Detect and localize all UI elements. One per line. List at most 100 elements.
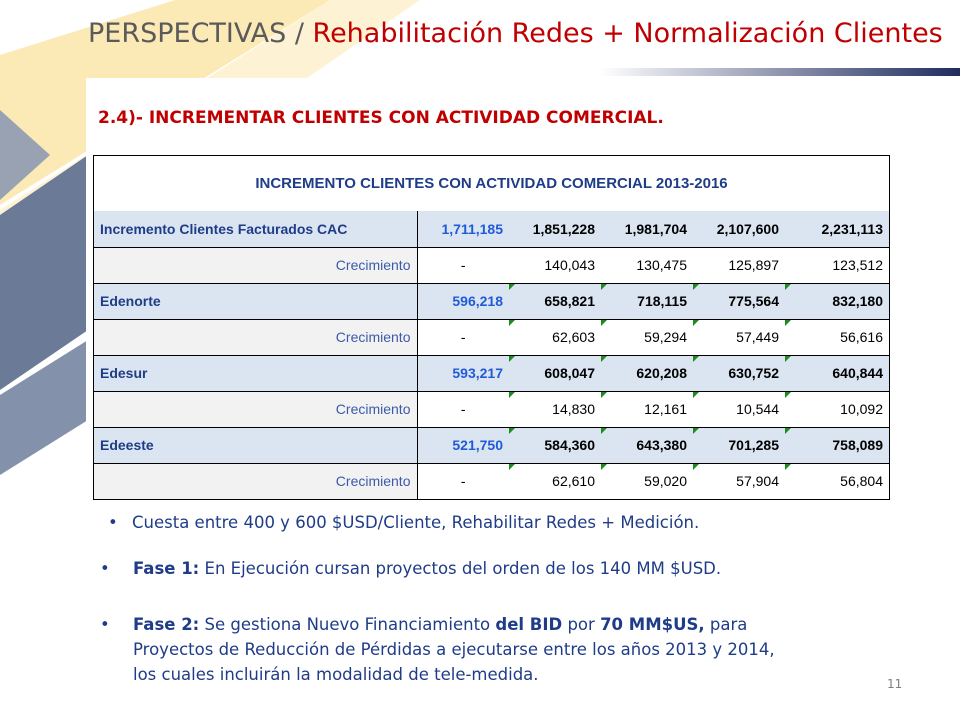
phase2-text-a: Se gestiona Nuevo Financiamiento [199, 615, 496, 634]
table-cell: 12,161 [601, 391, 693, 428]
table-cell: 123,512 [785, 247, 889, 284]
table-cell: 608,047 [509, 355, 601, 392]
table-cell: - [417, 319, 509, 356]
table-cell: 832,180 [785, 283, 889, 320]
table-cell: 521,750 [417, 427, 509, 464]
phase2-text-c: para [704, 615, 748, 634]
cell-marker-icon [785, 355, 791, 362]
table-cell: 10,092 [785, 391, 889, 428]
table-cell: 1,981,704 [601, 211, 693, 248]
table-title: INCREMENTO CLIENTES CON ACTIVIDAD COMERC… [255, 175, 728, 192]
table-cell: 56,616 [785, 319, 889, 356]
table-row: Edesur 593,217 608,047 620,208 630,752 640,84… [94, 355, 889, 392]
table-row: Crecimiento -62,610 59,020 57,904 56,804 [94, 463, 889, 500]
growth-label: Crecimiento [94, 247, 418, 284]
cell-marker-icon [509, 427, 515, 434]
cell-marker-icon [601, 283, 607, 290]
table-cell: 596,218 [417, 283, 509, 320]
cell-marker-icon [509, 319, 515, 326]
table-row: Crecimiento -14,830 12,161 10,544 10,092 [94, 391, 889, 428]
growth-label: Crecimiento [94, 463, 418, 500]
cell-marker-icon [785, 391, 791, 398]
cell-marker-icon [601, 391, 607, 398]
table-cell: 701,285 [693, 427, 785, 464]
cell-marker-icon [509, 355, 515, 362]
table-cell: - [417, 247, 509, 284]
title-prefix: PERSPECTIVAS [88, 18, 287, 49]
table-row: Crecimiento -62,603 59,294 57,449 56,616 [94, 319, 889, 356]
phase1-label: Fase 1: [133, 559, 200, 578]
clients-table-frame: INCREMENTO CLIENTES CON ACTIVIDAD COMERC… [93, 155, 890, 500]
cell-marker-icon [693, 319, 699, 326]
table-cell: 775,564 [693, 283, 785, 320]
table-cell: 62,603 [509, 319, 601, 356]
cell-marker-icon [693, 463, 699, 470]
cell-marker-icon [509, 463, 515, 470]
cell-marker-icon [509, 283, 515, 290]
table-title-row: INCREMENTO CLIENTES CON ACTIVIDAD COMERC… [94, 156, 889, 211]
table-cell: - [417, 391, 509, 428]
table-cell: 62,610 [509, 463, 601, 500]
table-cell: 658,821 [509, 283, 601, 320]
table-cell: - [417, 463, 509, 500]
cell-marker-icon [785, 319, 791, 326]
cell-marker-icon [693, 355, 699, 362]
table-cell: 640,844 [785, 355, 889, 392]
table-cell: 130,475 [601, 247, 693, 284]
table-cell: 2,231,113 [785, 211, 889, 248]
phase1-text: En Ejecución cursan proyectos del orden … [199, 559, 722, 578]
row-label: Edenorte [94, 283, 418, 320]
cell-marker-icon [693, 427, 699, 434]
bullet-cost-text: Cuesta entre 400 y 600 $USD/Cliente, Reh… [132, 513, 700, 532]
cell-marker-icon [601, 463, 607, 470]
cell-marker-icon [785, 463, 791, 470]
table-cell: 2,107,600 [693, 211, 785, 248]
cell-marker-icon [693, 283, 699, 290]
cell-marker-icon [601, 355, 607, 362]
table-cell: 643,380 [601, 427, 693, 464]
table-cell: 630,752 [693, 355, 785, 392]
phase2-amount: 70 MM$US, [600, 615, 705, 634]
table-cell: 14,830 [509, 391, 601, 428]
cell-marker-icon [601, 427, 607, 434]
table-cell: 758,089 [785, 427, 889, 464]
phase2-line3: los cuales incluirán la modalidad de tel… [133, 665, 539, 684]
row-label: Edeeste [94, 427, 418, 464]
row-label: Incremento Clientes Facturados CAC [94, 211, 418, 248]
table-cell: 59,020 [601, 463, 693, 500]
title-main: Rehabilitación Redes + Normalización Cli… [312, 18, 943, 49]
table-cell: 59,294 [601, 319, 693, 356]
title-accent-line [600, 68, 960, 76]
phase2-text-b: por [562, 615, 601, 634]
bullet-dot-icon: • [100, 615, 110, 634]
bullet-dot-icon: • [108, 513, 118, 532]
page-number: 11 [887, 677, 903, 691]
table-row: Edenorte 596,218 658,821 718,115 775,564 832,… [94, 283, 889, 320]
cell-marker-icon [785, 427, 791, 434]
cell-marker-icon [509, 391, 515, 398]
cell-marker-icon [693, 391, 699, 398]
deco-gray-triangle [0, 110, 50, 200]
table-cell: 718,115 [601, 283, 693, 320]
bullet-dot-icon: • [100, 559, 110, 578]
growth-label: Crecimiento [94, 319, 418, 356]
phase2-label: Fase 2: [133, 615, 200, 634]
table-row: Incremento Clientes Facturados CAC 1,711,… [94, 211, 889, 248]
deco-steel-shape [0, 155, 88, 390]
cell-marker-icon [601, 319, 607, 326]
phase2-bid: del BID [495, 615, 563, 634]
table-cell: 10,544 [693, 391, 785, 428]
page-title: PERSPECTIVAS / Rehabilitación Redes + No… [88, 18, 943, 49]
table-cell: 57,449 [693, 319, 785, 356]
title-separator: / [286, 18, 313, 49]
phase2-line2: Proyectos de Reducción de Pérdidas a eje… [133, 640, 775, 659]
table-cell: 56,804 [785, 463, 889, 500]
table-row: Edeeste 521,750 584,360 643,380 701,285 758,0… [94, 427, 889, 464]
table-cell: 140,043 [509, 247, 601, 284]
table-cell: 1,851,228 [509, 211, 601, 248]
table-cell: 57,904 [693, 463, 785, 500]
row-label: Edesur [94, 355, 418, 392]
deco-steel-shape-lower [0, 340, 88, 475]
clients-table: INCREMENTO CLIENTES CON ACTIVIDAD COMERC… [94, 156, 889, 500]
table-cell: 1,711,185 [417, 211, 509, 248]
